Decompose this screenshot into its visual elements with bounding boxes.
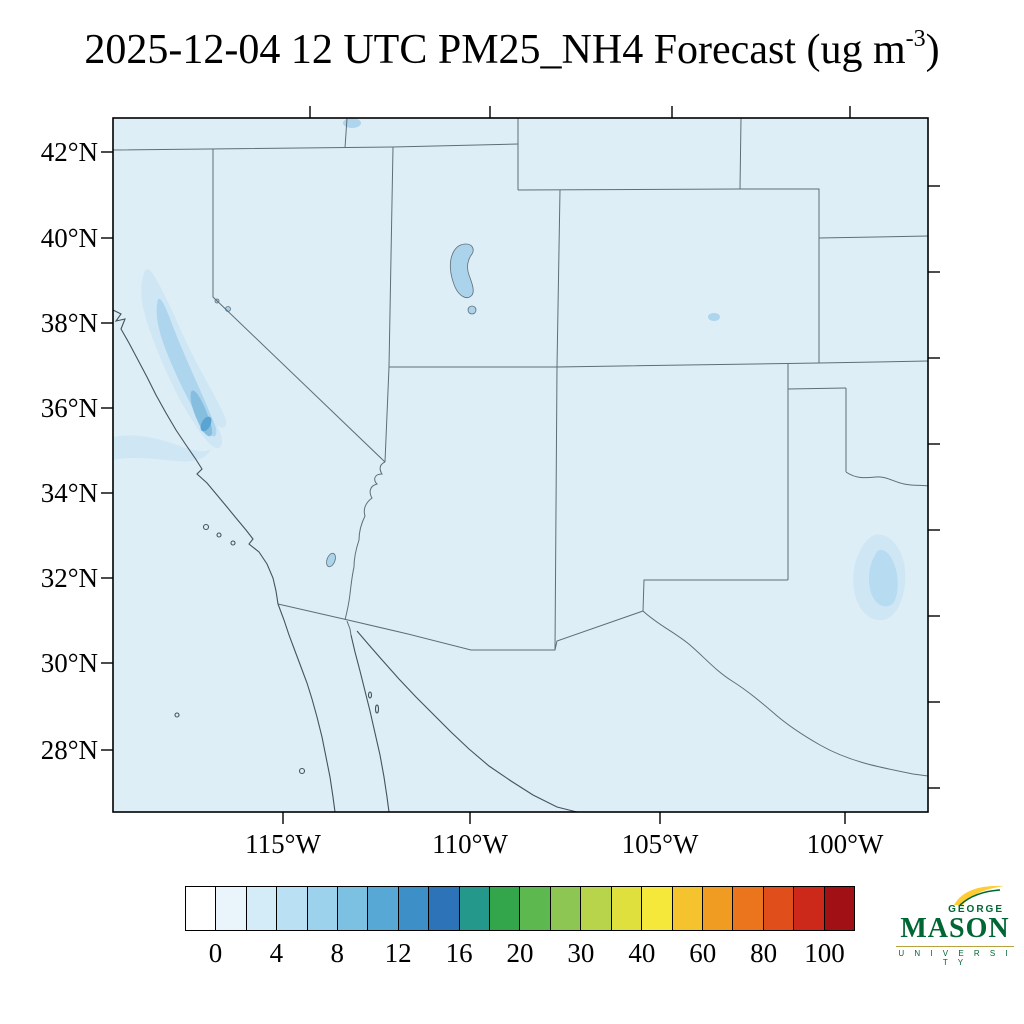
colorbar-cell <box>215 886 247 931</box>
aerosol-patches <box>113 118 906 621</box>
colorbar-cell <box>367 886 399 931</box>
gmu-logo: GEORGE MASON U N I V E R S I T Y <box>896 884 1014 976</box>
gulf-island <box>367 691 373 699</box>
border-arizona-newmexico <box>554 366 558 651</box>
lat-label: 30°N <box>40 648 98 678</box>
page-title: 2025-12-04 12 UTC PM25_NH4 Forecast (ug … <box>0 26 1024 74</box>
border-california-nevada <box>212 149 386 463</box>
gmu-university-text: U N I V E R S I T Y <box>896 946 1014 967</box>
baja-east-coast <box>350 634 390 813</box>
colorbar-cell <box>458 886 491 931</box>
gmu-george-text: GEORGE <box>948 904 1004 915</box>
colorbar-cell <box>580 886 612 931</box>
border-wyoming-east <box>739 117 742 190</box>
pacific-coast <box>112 309 279 605</box>
colorbar-tick-label: 100 <box>804 938 845 968</box>
border-oregon-idaho <box>344 117 348 149</box>
title-exponent: -3 <box>905 26 926 52</box>
colorado-speck <box>708 313 720 321</box>
map-frame <box>112 117 929 813</box>
colorbar-cell <box>793 886 825 931</box>
colorbar-labels: 0 4 8 12 16 20 30 40 60 80 100 <box>185 940 855 972</box>
great-salt-lake <box>449 243 474 298</box>
colorbar-cell <box>397 886 430 931</box>
title-suffix: ) <box>925 27 940 73</box>
colorbar-cell <box>610 886 643 931</box>
colorbar-cell <box>641 886 673 931</box>
colorbar-cell <box>701 886 734 931</box>
title-text: 2025-12-04 12 UTC PM25_NH4 Forecast (ug … <box>84 27 906 73</box>
lat-label: 40°N <box>40 223 98 253</box>
colorbar-tick-label: 80 <box>750 938 778 968</box>
colorbar-cell <box>276 886 308 931</box>
baja-west-coast <box>277 603 336 813</box>
forecast-map <box>101 106 940 824</box>
colorbar-cell <box>185 886 217 931</box>
colorado-river <box>344 461 386 621</box>
lon-label: 110°W <box>432 829 508 859</box>
gmu-mason-text: MASON <box>900 913 1010 944</box>
utah-lake <box>467 305 477 315</box>
colorado-river-delta <box>346 620 352 636</box>
border-41n-40n <box>517 188 929 239</box>
red-river <box>845 471 929 487</box>
california-plume-west-lobe <box>113 435 211 462</box>
map-background <box>113 118 928 812</box>
colorbar-tick-label: 20 <box>506 938 534 968</box>
lat-label: 32°N <box>40 563 98 593</box>
top-edge-speck <box>343 118 361 128</box>
channel-island <box>202 523 210 531</box>
lat-label: 34°N <box>40 478 98 508</box>
colorbar-tick-label: 4 <box>269 938 284 968</box>
state-borders <box>112 117 929 777</box>
colorbar-cell <box>489 886 521 931</box>
colorbar-cell <box>671 886 703 931</box>
colorbar-cell <box>428 886 460 931</box>
colorbar-tick-label: 30 <box>567 938 595 968</box>
lat-label: 38°N <box>40 308 98 338</box>
lon-label: 105°W <box>621 829 699 859</box>
axis-ticks <box>101 106 940 824</box>
lat-label: 28°N <box>40 735 98 765</box>
cedros-island <box>298 767 306 775</box>
channel-island <box>230 540 236 546</box>
colorbar-cell <box>337 886 369 931</box>
border-37n <box>389 360 929 368</box>
gulf-island <box>374 704 380 714</box>
salton-sea <box>326 552 336 568</box>
guadalupe-island <box>174 712 180 718</box>
colorbar-tick-label: 8 <box>330 938 345 968</box>
colorbar-cell <box>245 886 278 931</box>
lat-label: 42°N <box>40 137 98 167</box>
channel-island <box>216 532 222 538</box>
lon-label: 115°W <box>245 829 321 859</box>
colorbar-tick-label: 12 <box>384 938 412 968</box>
colorbar-tick-label: 0 <box>208 938 223 968</box>
colorbar-cells <box>185 886 855 931</box>
lat-label: 36°N <box>40 393 98 423</box>
gmu-swoosh-icon <box>954 885 1004 906</box>
colorbar-cell <box>823 886 855 931</box>
sonora-coast <box>356 630 578 813</box>
coastlines <box>112 309 578 813</box>
colorbar-cell <box>306 886 339 931</box>
colorbar-tick-label: 16 <box>445 938 473 968</box>
texas-patch-inner <box>868 549 898 607</box>
us-mexico-border <box>277 603 644 651</box>
rio-grande <box>642 610 929 777</box>
border-utah-colorado <box>556 189 561 368</box>
colorbar-tick-label: 60 <box>689 938 717 968</box>
colorbar-cell <box>732 886 764 931</box>
colorbar-tick-label: 40 <box>628 938 656 968</box>
colorbar-cell <box>762 886 795 931</box>
lon-label: 100°W <box>806 829 884 859</box>
border-32n <box>642 579 788 612</box>
colorbar-cell <box>549 886 582 931</box>
colorbar-cell <box>519 886 551 931</box>
border-texas-panhandle-north <box>787 387 847 390</box>
california-plume-max <box>200 416 212 432</box>
